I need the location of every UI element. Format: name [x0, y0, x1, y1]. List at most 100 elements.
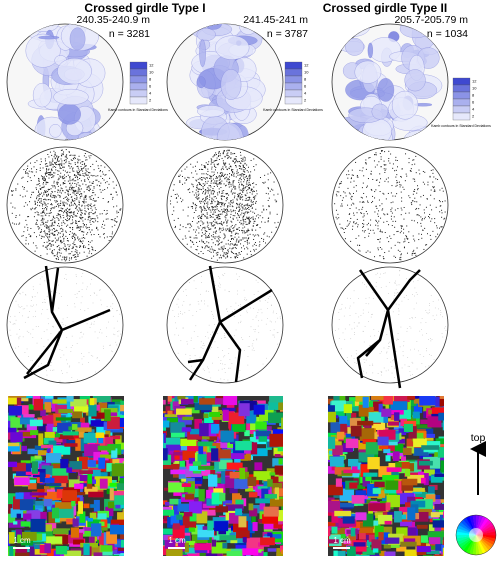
grain [164, 414, 178, 418]
point [400, 230, 402, 232]
point [116, 221, 118, 223]
point [16, 333, 18, 335]
point [414, 240, 416, 242]
point [184, 168, 186, 170]
point [240, 243, 242, 245]
point [399, 186, 401, 188]
point [176, 327, 177, 329]
point [57, 185, 59, 187]
point [82, 167, 84, 169]
point [58, 160, 60, 162]
point [62, 324, 64, 326]
point [102, 198, 104, 200]
point [210, 334, 211, 335]
point [229, 367, 231, 369]
point [236, 171, 238, 173]
point [65, 230, 67, 232]
point [86, 323, 88, 325]
point [77, 189, 79, 191]
point [411, 254, 413, 256]
point [84, 152, 86, 154]
point [244, 212, 246, 214]
point [212, 182, 214, 184]
point [377, 225, 379, 227]
point [45, 181, 47, 183]
point [228, 367, 229, 369]
point [54, 320, 56, 322]
point [247, 189, 249, 191]
point [83, 197, 85, 199]
point [216, 240, 218, 242]
point [218, 223, 220, 225]
point [210, 337, 212, 338]
point [247, 356, 249, 357]
point [239, 192, 241, 194]
point [272, 189, 274, 191]
point [201, 189, 203, 191]
point [202, 191, 204, 193]
point [232, 169, 234, 171]
point [197, 184, 199, 186]
point [38, 190, 40, 192]
point [77, 182, 79, 184]
point [87, 308, 89, 309]
point [39, 185, 41, 187]
point [70, 211, 72, 213]
point [176, 197, 178, 199]
point [44, 192, 46, 194]
point [243, 170, 245, 172]
point [227, 228, 229, 230]
point [213, 190, 215, 192]
point [46, 329, 48, 331]
point [237, 254, 239, 256]
point [66, 337, 68, 339]
point [364, 237, 366, 239]
grain [55, 546, 68, 555]
colorbar-tick: 8 [472, 93, 475, 98]
point [262, 217, 264, 219]
point [36, 169, 38, 171]
point [228, 291, 230, 292]
point [77, 379, 78, 381]
point [381, 150, 383, 152]
point [69, 226, 71, 228]
point [377, 215, 379, 217]
point [52, 186, 54, 188]
point [52, 176, 54, 178]
point [173, 316, 175, 317]
colorbar-swatch [284, 68, 303, 77]
grain [66, 396, 74, 402]
point [221, 230, 223, 232]
point [193, 237, 195, 239]
point [257, 281, 259, 283]
point [77, 177, 79, 179]
point [61, 222, 63, 224]
point [28, 170, 30, 172]
colorbar-swatch [452, 105, 471, 114]
point [240, 181, 242, 183]
point [428, 217, 430, 219]
point [341, 205, 343, 207]
point [233, 158, 235, 160]
point [241, 337, 242, 339]
point [195, 189, 197, 191]
point [222, 248, 224, 250]
point [353, 180, 355, 182]
point [53, 195, 55, 197]
point [349, 221, 351, 223]
point [386, 220, 388, 222]
point [41, 363, 42, 364]
point [73, 174, 75, 176]
point [218, 243, 220, 245]
point [238, 216, 240, 218]
point [221, 224, 223, 226]
point [228, 230, 230, 232]
point [71, 160, 73, 162]
point [228, 229, 230, 231]
point [204, 165, 206, 167]
grain [91, 479, 97, 484]
point [61, 165, 63, 167]
grain [266, 468, 282, 473]
point [62, 166, 64, 168]
point [26, 172, 28, 174]
